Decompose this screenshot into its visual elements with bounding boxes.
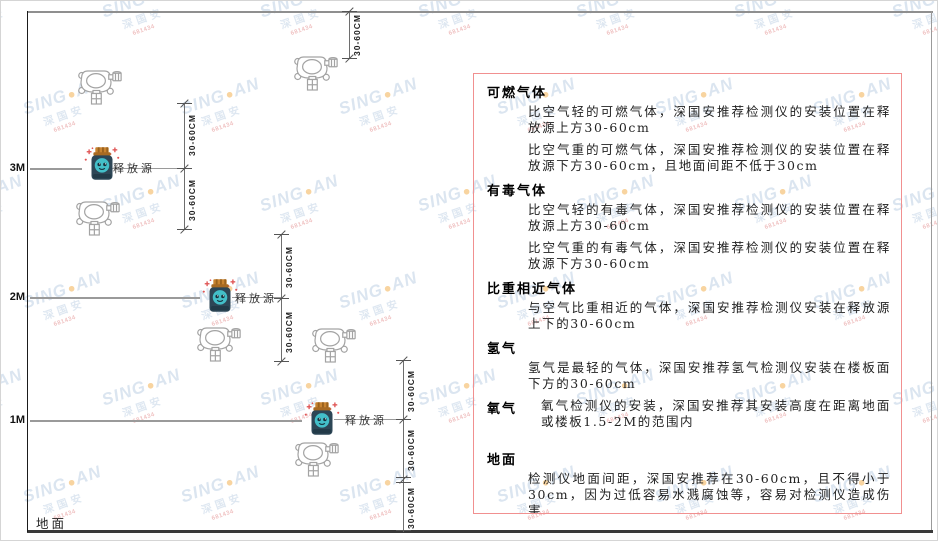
axis-label-1m: 1M — [9, 414, 25, 426]
dim-label: 30-60CM — [187, 179, 197, 221]
release-source-label: 释放源 — [113, 162, 155, 175]
dim-label: 30-60CM — [406, 487, 416, 529]
section-heading-ground: 地面 — [487, 453, 518, 468]
section-heading-similar-density-gas: 比重相近气体 — [487, 282, 578, 297]
section-paragraph: 比空气轻的可燃气体，深国安推荐检测仪的安装位置在释放源上方30-60cm — [528, 104, 891, 135]
axis-label-3m: 3M — [9, 162, 25, 174]
level-line-1m — [30, 420, 302, 422]
section-paragraph: 比空气轻的有毒气体，深国安推荐检测仪的安装位置在释放源上方30-60cm — [528, 202, 891, 233]
section-paragraph: 比空气重的有毒气体，深国安推荐检测仪的安装位置在释放源下方30-60cm — [528, 240, 891, 271]
section-oxygen: 氧气 氧气检测仪的安装，深国安推荐其安装高度在距离地面或楼板1.5-2M的范围内 — [487, 398, 891, 436]
release-source-icon — [81, 146, 123, 181]
connector-3m — [105, 168, 184, 169]
dim-label: 30-60CM — [352, 14, 362, 56]
dim-chain-1m — [403, 360, 405, 532]
dim-label: 30-60CM — [406, 370, 416, 412]
gas-detector-icon — [75, 68, 123, 107]
frame-right-line — [931, 11, 933, 532]
release-source-icon — [301, 401, 343, 436]
section-paragraph: 氢气是最轻的气体，深国安推荐氢气检测仪安装在楼板面下方的30-60cm — [528, 360, 891, 391]
ground-line — [27, 530, 933, 533]
gas-detector-icon — [73, 199, 121, 238]
axis-label-2m: 2M — [9, 291, 25, 303]
section-paragraph: 比空气重的可燃气体，深国安推荐检测仪的安装位置在释放源下方30-60cm，且地面… — [528, 142, 891, 173]
section-paragraph: 检测仪地面间距，深国安推荐在30-60cm，且不得小于30cm，因为过低容易水溅… — [528, 471, 891, 514]
height-axis-line — [27, 11, 29, 532]
gas-detector-icon — [292, 440, 340, 479]
dim-chain-ceiling — [349, 12, 351, 59]
dim-label: 30-60CM — [284, 246, 294, 288]
ground-label: 地面 — [36, 516, 68, 531]
section-heading-flammable-gas: 可燃气体 — [487, 86, 548, 101]
section-heading-oxygen: 氧气 — [487, 402, 518, 417]
release-source-icon — [199, 278, 241, 313]
dim-label: 30-60CM — [187, 114, 197, 156]
level-line-3m — [30, 168, 82, 170]
gas-detector-icon — [291, 54, 339, 93]
connector-2m — [232, 297, 281, 298]
ceiling-line — [27, 11, 933, 13]
connector-1m — [334, 419, 403, 420]
section-paragraph: 氧气检测仪的安装，深国安推荐其安装高度在距离地面或楼板1.5-2M的范围内 — [541, 398, 891, 429]
dim-label: 30-60CM — [406, 429, 416, 471]
gas-detector-icon — [309, 326, 357, 365]
release-source-label: 释放源 — [345, 414, 387, 427]
level-line-2m — [30, 297, 200, 299]
gas-detector-icon — [194, 325, 242, 364]
release-source-label: 释放源 — [235, 292, 277, 305]
dim-label: 30-60CM — [284, 311, 294, 353]
section-paragraph: 与空气比重相近的气体，深国安推荐检测仪安装在释放源上下的30-60cm — [528, 300, 891, 331]
section-heading-toxic-gas: 有毒气体 — [487, 184, 548, 199]
section-heading-hydrogen: 氢气 — [487, 342, 518, 357]
info-panel: 可燃气体 比空气轻的可燃气体，深国安推荐检测仪的安装位置在释放源上方30-60c… — [473, 73, 902, 514]
